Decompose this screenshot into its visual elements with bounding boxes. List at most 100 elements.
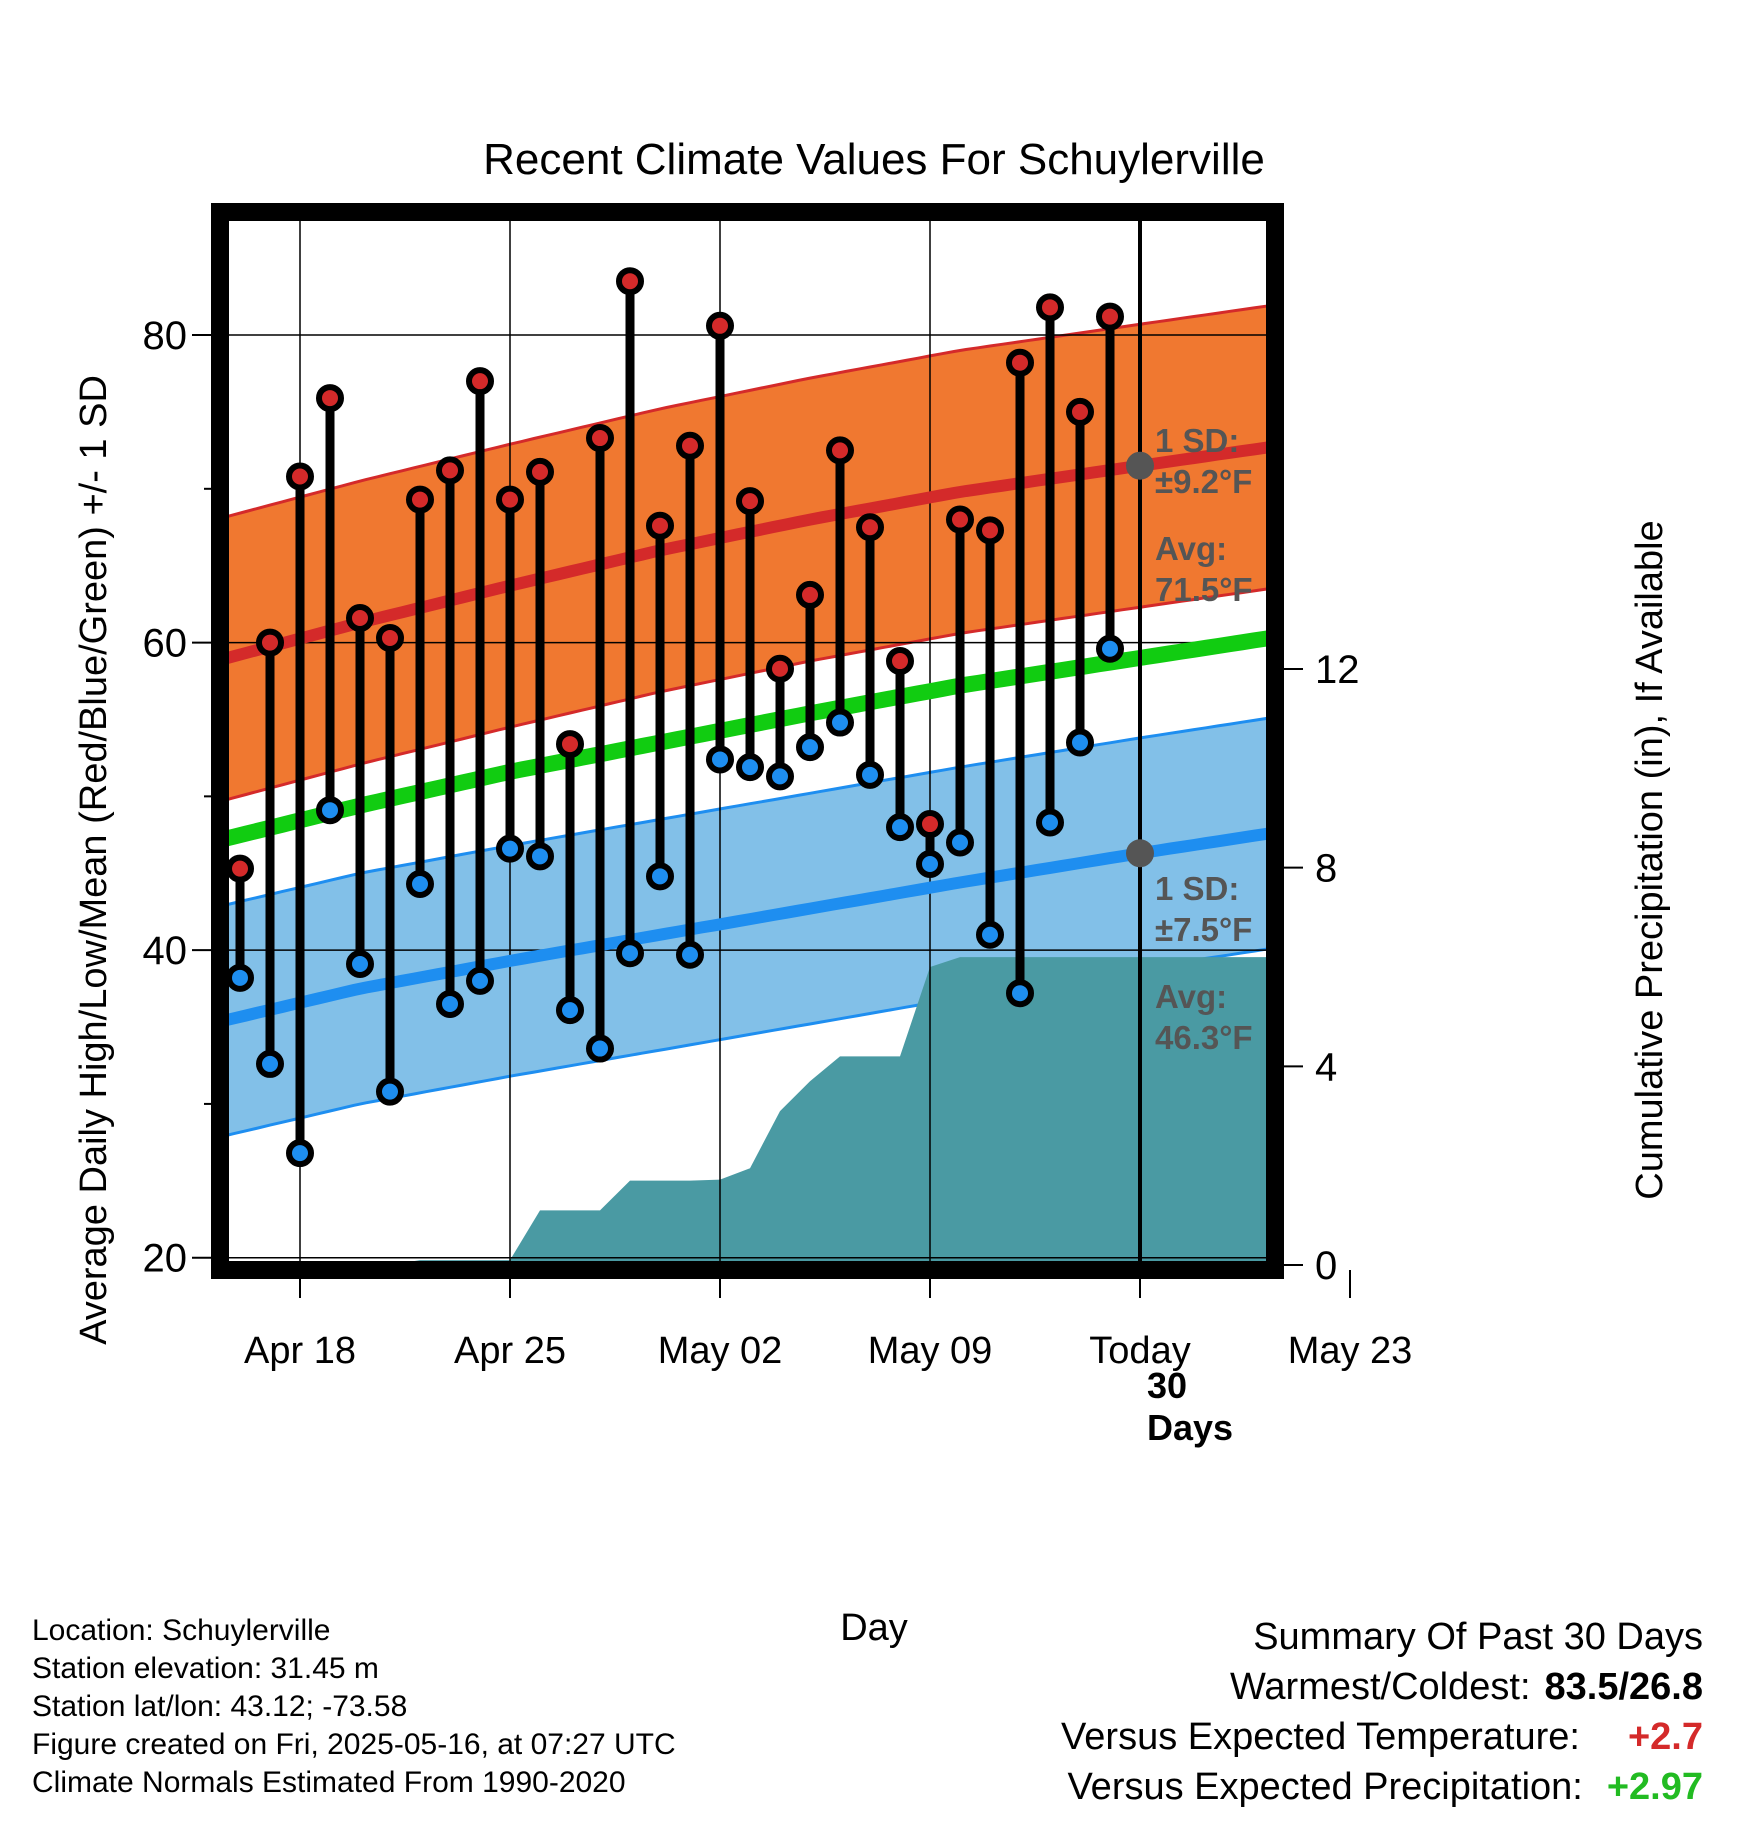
plot-frame: [211, 203, 1284, 1279]
chart-title: Recent Climate Values For Schuylerville: [483, 135, 1265, 184]
x-tick-label: Today: [1089, 1330, 1190, 1372]
daily-low-point: [946, 828, 974, 857]
daily-high-point: [556, 730, 584, 759]
low-avg-value: 46.3°F: [1155, 1019, 1253, 1056]
daily-low-point: [376, 1077, 404, 1106]
summary-panel: Summary Of Past 30 Days Warmest/Coldest:…: [1061, 1612, 1703, 1812]
low-avg-label: Avg:: [1155, 978, 1227, 1015]
y2-tick-label: 0: [1315, 1244, 1337, 1288]
daily-low-point: [466, 966, 494, 995]
today-days-label: 30: [1147, 1365, 1187, 1406]
high-avg-label: Avg:: [1155, 530, 1227, 567]
daily-high-point: [796, 580, 824, 609]
x-tick-label: Apr 25: [454, 1330, 566, 1372]
y-tick-label: 20: [143, 1237, 188, 1281]
daily-high-point: [676, 431, 704, 460]
daily-high-point: [286, 462, 314, 491]
daily-low-point: [826, 708, 854, 737]
today-low-average-marker: [1126, 839, 1154, 868]
y-tick-label: 80: [143, 314, 188, 358]
daily-low-point: [976, 920, 1004, 949]
precip-value: +2.97: [1606, 1766, 1703, 1808]
high-avg-value: 71.5°F: [1155, 571, 1253, 608]
daily-low-point: [736, 753, 764, 782]
daily-high-point: [1096, 302, 1124, 331]
elevation-text: Station elevation: 31.45 m: [32, 1652, 379, 1685]
daily-low-point: [556, 996, 584, 1025]
daily-low-point: [886, 813, 914, 842]
daily-low-point: [316, 796, 344, 825]
created-text: Figure created on Fri, 2025-05-16, at 07…: [32, 1728, 676, 1761]
daily-high-point: [316, 384, 344, 413]
high-sd-lower-edge: [220, 586, 1275, 803]
x-tick-label: May 02: [658, 1330, 783, 1372]
x-tick-label: Apr 18: [244, 1330, 356, 1372]
daily-high-point: [1036, 293, 1064, 322]
today-high-average-marker: [1126, 451, 1154, 480]
daily-high-point: [1066, 397, 1094, 426]
y2-tick-label: 8: [1315, 847, 1337, 891]
y-tick-label: 40: [143, 929, 188, 973]
y-axis-label: Average Daily High/Low/Mean (Red/Blue/Gr…: [73, 375, 115, 1345]
low-sd-value: ±7.5°F: [1155, 911, 1252, 948]
daily-low-point: [586, 1034, 614, 1063]
low-sd-lower-edge: [220, 946, 1275, 1139]
high-sd-upper-edge: [220, 303, 1275, 520]
today-days-label: Days: [1147, 1407, 1233, 1448]
high-average-line: [220, 440, 1275, 667]
daily-high-point: [736, 487, 764, 516]
daily-high-point: [616, 267, 644, 296]
y2-axis-label: Cumulative Precipitation (in), If Availa…: [1629, 520, 1671, 1199]
y2-tick-label: 4: [1315, 1045, 1337, 1089]
temp-label: Versus Expected Temperature:: [1061, 1716, 1580, 1758]
mean-average-line: [220, 629, 1275, 849]
daily-high-point: [886, 647, 914, 676]
daily-low-point: [286, 1139, 314, 1168]
daily-high-point: [946, 505, 974, 534]
daily-low-point: [766, 762, 794, 791]
daily-low-point: [676, 940, 704, 969]
daily-high-point: [766, 654, 794, 683]
daily-low-point: [526, 842, 554, 871]
y2-tick-label: 12: [1315, 648, 1360, 692]
low-sd-label: 1 SD:: [1155, 870, 1239, 907]
daily-high-point: [646, 511, 674, 540]
high-sd-value: ±9.2°F: [1155, 463, 1252, 500]
daily-high-point: [706, 311, 734, 340]
daily-high-point: [856, 513, 884, 542]
plot-area: 1 SD: ±9.2°F Avg: 71.5°F 1 SD: ±7.5°F Avg: 46.3…: [143, 203, 1413, 1448]
daily-low-point: [916, 850, 944, 879]
temp-value: +2.7: [1627, 1716, 1703, 1758]
station-info: Location: Schuylerville Station elevatio…: [32, 1612, 676, 1802]
warm-cold-value: 83.5/26.8: [1544, 1666, 1703, 1708]
summary-temp-row: Versus Expected Temperature: +2.7: [1061, 1712, 1703, 1762]
daily-low-point: [406, 870, 434, 899]
daily-high-point: [406, 485, 434, 514]
daily-low-point: [646, 862, 674, 891]
daily-high-point: [256, 628, 284, 657]
x-axis-label: Day: [840, 1607, 908, 1649]
location-text: Location: Schuylerville: [32, 1614, 331, 1647]
daily-low-point: [226, 963, 254, 992]
daily-low-point: [256, 1049, 284, 1078]
daily-high-point: [346, 603, 374, 632]
low-sd-upper-edge: [220, 715, 1275, 908]
daily-high-point: [466, 367, 494, 396]
low-average-line: [220, 826, 1275, 1028]
daily-low-point: [1036, 808, 1064, 837]
precipitation-area: [220, 957, 1275, 1270]
summary-heading: Summary Of Past 30 Days: [1253, 1616, 1703, 1658]
daily-low-point: [496, 834, 524, 863]
low-sd-band: [220, 717, 1275, 1137]
x-tick-label: May 23: [1288, 1330, 1413, 1372]
summary-warm-cold-row: Warmest/Coldest: 83.5/26.8: [1061, 1662, 1703, 1712]
daily-low-point: [1006, 979, 1034, 1008]
daily-high-point: [526, 457, 554, 486]
x-tick-label: May 09: [868, 1330, 993, 1372]
daily-high-point: [226, 854, 254, 883]
daily-low-point: [346, 949, 374, 978]
daily-high-point: [826, 436, 854, 465]
daily-high-point: [496, 485, 524, 514]
daily-high-point: [436, 456, 464, 485]
daily-high-point: [916, 810, 944, 839]
